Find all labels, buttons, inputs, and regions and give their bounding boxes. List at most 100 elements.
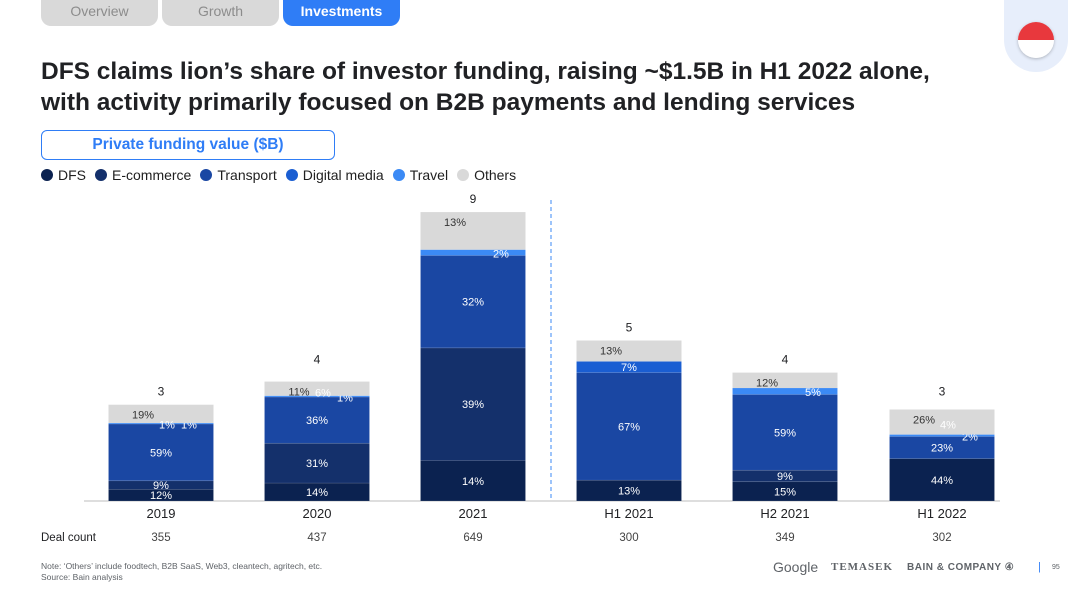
bar-segment-travel <box>889 434 995 437</box>
bar-segment-dfs <box>889 458 995 502</box>
bar-segment-transport <box>732 394 838 471</box>
bar-segment-travel <box>264 395 370 398</box>
bar-segment-transport <box>264 396 370 444</box>
bar-segment-others <box>576 340 682 362</box>
indonesia-flag-icon <box>1018 22 1054 58</box>
legend-swatch <box>41 169 53 181</box>
legend-label: Digital media <box>302 167 384 183</box>
data-label-transport: 59% <box>150 447 172 459</box>
legend-swatch <box>457 169 470 181</box>
bar-segment-travel <box>732 387 838 395</box>
tab-growth[interactable]: Growth <box>162 0 279 26</box>
data-label-e-commerce: 31% <box>306 458 328 470</box>
deal-count-value: 300 <box>619 532 638 544</box>
data-label-dfs: 44% <box>931 475 953 487</box>
note-text: Note: ‘Others’ include foodtech, B2B Saa… <box>41 561 323 571</box>
data-label-dfs: 12% <box>150 490 172 502</box>
chart-title-pill: Private funding value ($B) <box>41 130 335 160</box>
bar-segment-others <box>420 212 526 250</box>
country-badge <box>1004 0 1068 72</box>
total-label: 4 <box>314 353 321 367</box>
data-label-others: 19% <box>132 410 154 422</box>
data-label-transport: 59% <box>774 427 796 439</box>
data-label-others: 26% <box>913 415 935 427</box>
data-label-dfs: 14% <box>462 476 484 488</box>
legend-label: Others <box>474 167 517 183</box>
tab-investments[interactable]: Investments <box>283 0 400 26</box>
legend-item-travel: Travel <box>392 167 449 183</box>
footer-separator: | <box>1038 561 1041 573</box>
temasek-logo: TEMASEK <box>831 561 894 573</box>
bar-2021: 14% 39% 32% 2% 13% 9 2021 649 <box>420 192 526 544</box>
bar-segment-travel <box>108 422 214 425</box>
deal-count-label: Deal count <box>41 532 97 544</box>
footnote: Note: ‘Others’ include foodtech, B2B Saa… <box>41 561 322 583</box>
legend-swatch <box>392 169 405 181</box>
total-label: 3 <box>939 385 946 399</box>
data-label-travel: 5% <box>805 387 821 399</box>
total-label: 9 <box>470 192 477 206</box>
data-label-transport: 23% <box>931 443 953 455</box>
data-label-travel: 2% <box>493 249 509 261</box>
data-label-dfs: 13% <box>618 486 640 498</box>
data-label-dfs: 15% <box>774 486 796 498</box>
bar-segment-transport <box>108 423 214 482</box>
data-label-digital-media: 7% <box>621 362 637 374</box>
tab-overview[interactable]: Overview <box>41 0 158 26</box>
x-tick-label: 2020 <box>303 506 332 521</box>
bar-segment-others <box>264 381 370 396</box>
data-label-others: 13% <box>600 346 622 358</box>
data-label-transport: 36% <box>306 415 328 427</box>
data-label-e-commerce: 9% <box>153 480 169 492</box>
x-tick-label: 2019 <box>147 506 176 521</box>
page-title: DFS claims lion’s share of investor fund… <box>41 58 930 116</box>
x-tick-label: 2021 <box>459 506 488 521</box>
legend-label: Transport <box>217 167 277 183</box>
data-label-others: 11% <box>288 387 309 399</box>
data-label-digital-media: 4% <box>940 420 956 432</box>
data-label-transport: 67% <box>618 421 640 433</box>
bar-segment-others <box>889 409 995 435</box>
legend-item-others: Others <box>457 167 516 183</box>
data-label-e-commerce: 39% <box>462 399 484 411</box>
x-tick-label: H1 2021 <box>604 506 653 521</box>
x-tick-label: H2 2021 <box>760 506 809 521</box>
data-label-digital-media: 1% <box>159 420 175 432</box>
source-text: Source: Bain analysis <box>41 572 123 582</box>
data-label-digital-media: 6% <box>315 388 331 400</box>
legend-swatch <box>95 169 107 181</box>
bar-segment-travel <box>420 249 526 256</box>
legend-swatch <box>285 169 298 181</box>
legend-item-transport: Transport <box>200 167 277 183</box>
total-label: 4 <box>782 353 789 367</box>
page-number: 95 <box>1052 564 1060 571</box>
total-label: 5 <box>626 321 633 335</box>
bar-segment-others <box>108 404 214 423</box>
bar-h2-2021: 15% 9% 59% 5% 12% 4 H2 2021 349 <box>732 353 838 544</box>
data-label-others: 12% <box>756 378 778 390</box>
legend-item-ecommerce: E-commerce <box>95 167 191 183</box>
legend-item-dfs: DFS <box>41 167 86 183</box>
data-label-e-commerce: 9% <box>777 471 793 483</box>
legend-label: DFS <box>58 167 86 183</box>
legend-label: Travel <box>409 167 449 183</box>
data-label-others: 13% <box>444 217 466 229</box>
deal-count-value: 355 <box>151 532 170 544</box>
bar-segment-transport <box>576 372 682 481</box>
bar-h1-2021: 13% 67% 7% 13% 5 H1 2021 300 <box>576 321 682 544</box>
legend-item-digital-media: Digital media <box>285 167 384 183</box>
deal-count-value: 649 <box>463 532 482 544</box>
legend-swatch <box>200 169 213 181</box>
tab-bar: Overview Growth Investments <box>41 0 400 26</box>
legend-label: E-commerce <box>112 167 192 183</box>
bain-logo: BAIN & COMPANY ④ <box>907 562 1015 573</box>
data-label-transport: 32% <box>462 297 484 309</box>
bar-segment-transport <box>420 255 526 349</box>
deal-count-value: 349 <box>775 532 794 544</box>
chart-legend: DFS E-commerce Transport Digital media T… <box>41 167 525 183</box>
deal-count-value: 302 <box>932 532 951 544</box>
